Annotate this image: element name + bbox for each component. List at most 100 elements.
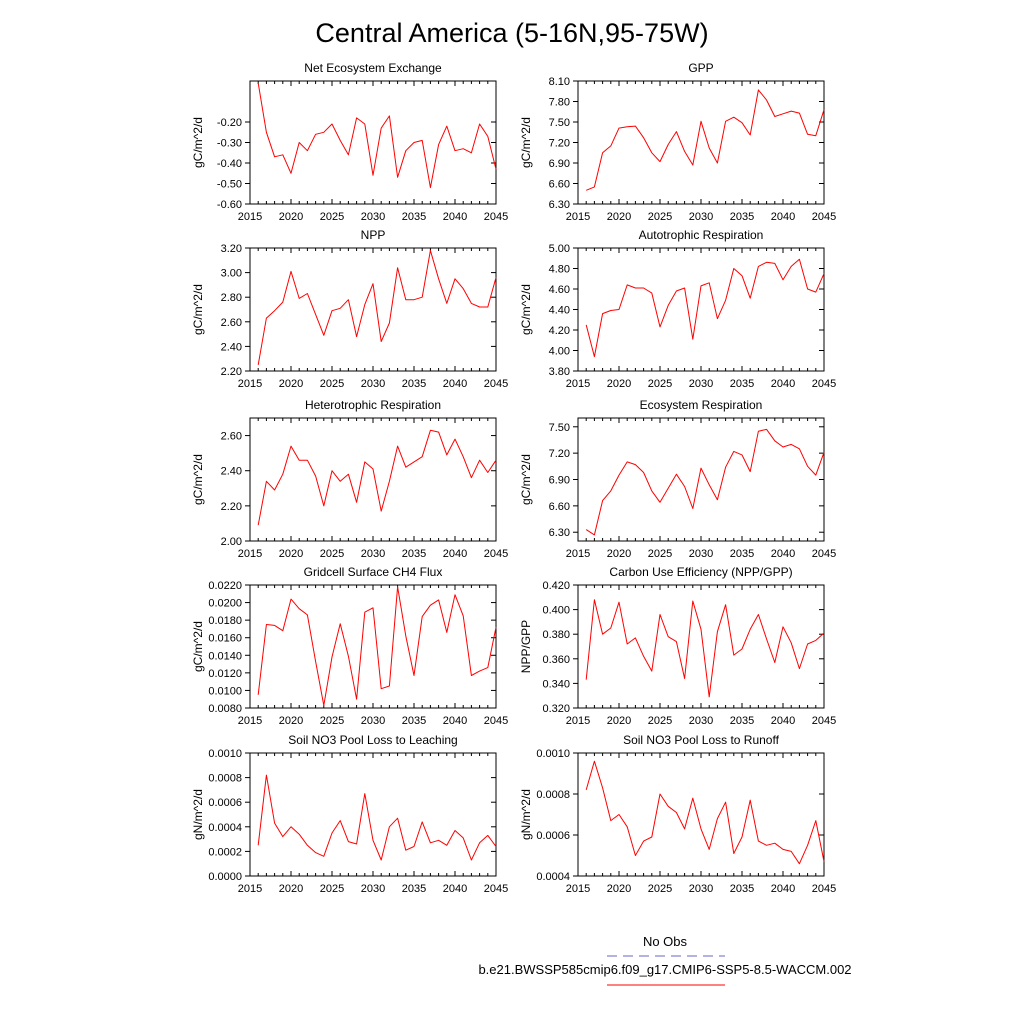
x-tick-label: 2035 [730,211,754,223]
series-line-0 [257,774,497,861]
x-tick-label: 2015 [238,211,262,223]
x-tick-label: 2040 [771,211,795,223]
y-tick-label: 0.0008 [208,773,242,785]
x-tick-label: 2045 [484,883,508,895]
x-tick-label: 2025 [648,548,672,560]
y-axis-label: gC/m^2/d [519,284,533,335]
y-tick-label: 8.10 [549,76,570,88]
chart-panel-8: Soil NO3 Pool Loss to Leaching gN/m^2/d 20… [191,733,508,895]
plot-frame [249,417,497,542]
y-tick-label: 0.0160 [208,633,242,645]
y-tick-label: 5.00 [549,243,570,255]
y-tick-label: 6.30 [549,527,570,539]
x-tick-label: 2045 [484,211,508,223]
x-tick-label: 2015 [566,211,590,223]
panel-title: Heterotrophic Respiration [305,398,441,412]
panel-title: Gridcell Surface CH4 Flux [304,565,443,579]
x-tick-label: 2045 [484,715,508,727]
x-tick-label: 2040 [771,715,795,727]
y-axis-label: NPP/GPP [519,620,533,673]
y-tick-label: 7.80 [549,97,570,109]
x-tick-label: 2030 [361,211,385,223]
y-tick-label: 2.80 [221,292,242,304]
y-axis-label: gN/m^2/d [519,789,533,840]
y-tick-label: 0.0010 [536,748,570,760]
x-tick-label: 2030 [689,883,713,895]
y-tick-label: -0.40 [217,158,242,170]
y-tick-label: 0.400 [542,605,570,617]
series-line-0 [257,429,497,526]
x-tick-label: 2030 [361,378,385,390]
y-tick-label: 0.0100 [208,685,242,697]
series-line-0 [585,258,825,358]
y-tick-label: 7.50 [549,422,570,434]
y-tick-label: 0.0120 [208,668,242,680]
plot-frame [249,80,497,205]
y-axis-label: gC/m^2/d [191,284,205,335]
x-tick-label: 2025 [320,883,344,895]
y-tick-label: 0.0000 [208,871,242,883]
y-tick-label: -0.60 [217,199,242,211]
panel-grid: Net Ecosystem Exchange gC/m^2/d 2015 2020 20… [191,61,836,895]
x-tick-label: 2040 [771,548,795,560]
y-tick-label: 7.20 [549,138,570,150]
x-tick-label: 2030 [689,211,713,223]
y-tick-label: 0.0200 [208,598,242,610]
chart-panel-0: Net Ecosystem Exchange gC/m^2/d 2015 2020 20… [191,61,508,223]
x-tick-label: 2020 [607,211,631,223]
panel-title: Soil NO3 Pool Loss to Runoff [623,733,780,747]
y-tick-label: 0.0220 [208,580,242,592]
x-tick-label: 2020 [279,378,303,390]
y-tick-label: 6.60 [549,179,570,191]
series-line-0 [585,599,825,698]
x-tick-label: 2040 [443,548,467,560]
y-tick-label: 6.30 [549,199,570,211]
x-tick-label: 2015 [238,378,262,390]
series-line-0 [257,83,497,189]
x-tick-label: 2025 [320,211,344,223]
x-tick-label: 2025 [648,378,672,390]
y-axis-label: gC/m^2/d [191,454,205,505]
x-tick-label: 2020 [607,378,631,390]
y-tick-label: 2.20 [221,366,242,378]
y-tick-label: 0.360 [542,654,570,666]
series-line-0 [586,89,825,191]
x-tick-label: 2040 [443,211,467,223]
y-tick-label: 4.80 [549,264,570,276]
y-tick-label: 0.0004 [208,822,242,834]
series-line-0 [585,760,825,865]
x-tick-label: 2045 [812,715,836,727]
y-tick-label: 7.50 [549,117,570,129]
chart-panel-5: Ecosystem Respiration gC/m^2/d 2015 2020 202… [519,398,836,560]
y-tick-label: 0.0180 [208,615,242,627]
y-tick-label: 4.60 [549,284,570,296]
x-tick-label: 2030 [689,715,713,727]
y-tick-label: 0.320 [542,703,570,715]
y-tick-label: 3.20 [221,243,242,255]
plot-frame [577,752,825,877]
x-tick-label: 2045 [812,883,836,895]
x-tick-label: 2020 [607,548,631,560]
y-tick-label: 6.60 [549,501,570,513]
x-tick-label: 2035 [402,378,426,390]
x-tick-label: 2015 [238,883,262,895]
y-tick-label: 0.0006 [536,830,570,842]
y-axis-label: gN/m^2/d [191,789,205,840]
x-tick-label: 2035 [730,883,754,895]
series-line-0 [257,250,497,365]
y-axis-label: gC/m^2/d [191,621,205,672]
y-tick-label: 2.60 [221,431,242,443]
x-tick-label: 2040 [443,715,467,727]
x-tick-label: 2040 [443,883,467,895]
x-tick-label: 2030 [361,883,385,895]
y-tick-label: 0.380 [542,629,570,641]
panel-title: Ecosystem Respiration [640,398,763,412]
y-tick-label: 4.20 [549,325,570,337]
y-tick-label: 0.0006 [208,797,242,809]
x-tick-label: 2040 [443,378,467,390]
x-tick-label: 2015 [566,548,590,560]
y-tick-label: 0.0008 [536,789,570,801]
plot-frame [577,417,825,542]
y-tick-label: 6.90 [549,158,570,170]
x-tick-label: 2030 [689,548,713,560]
